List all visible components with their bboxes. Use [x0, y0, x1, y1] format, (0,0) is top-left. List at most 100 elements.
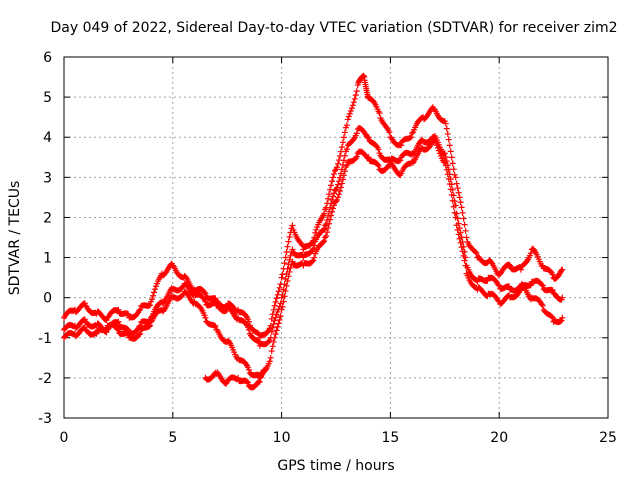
- data-point-track-1: [376, 110, 383, 117]
- data-point-track-3-dense: [281, 293, 288, 300]
- plot-area-frame: [63, 56, 609, 419]
- data-point-track-2-dense: [270, 321, 277, 328]
- data-points: [61, 72, 566, 391]
- data-point-track-3: [289, 258, 296, 265]
- data-point-track-2: [559, 314, 566, 321]
- data-point-track-3: [202, 314, 209, 321]
- data-point-track-3-dense: [269, 343, 276, 350]
- data-point-track-3: [517, 286, 524, 293]
- data-point-track-3-dense: [516, 287, 523, 294]
- data-point-track-1-dense: [282, 254, 289, 261]
- data-point-track-1-dense: [328, 182, 335, 189]
- data-point-track-3-dense: [333, 197, 340, 204]
- data-point-track-3-dense: [282, 288, 289, 295]
- data-point-track-3: [441, 158, 448, 165]
- data-point-track-3-dense: [284, 277, 291, 284]
- data-point-track-3-dense: [433, 142, 440, 149]
- data-point-track-3: [245, 366, 252, 373]
- data-point-track-2-dense: [558, 317, 565, 324]
- data-point-track-3-dense: [277, 313, 284, 320]
- data-point-track-3-dense: [272, 330, 279, 337]
- data-point-track-3-dense: [374, 161, 381, 168]
- data-point-track-1-dense: [344, 116, 351, 123]
- data-point-track-3-dense: [276, 316, 283, 323]
- data-point-track-1-dense: [266, 325, 273, 332]
- data-point-track-2-dense: [310, 245, 317, 252]
- data-point-track-3: [452, 214, 459, 221]
- data-point-track-1-dense: [329, 178, 336, 185]
- data-point-track-1-dense: [386, 129, 393, 136]
- data-point-track-1-dense: [447, 148, 454, 155]
- data-point-track-1: [539, 262, 546, 269]
- data-point-track-3-dense: [449, 197, 456, 204]
- data-point-track-2: [245, 326, 252, 333]
- data-point-track-3-dense: [451, 209, 458, 216]
- data-point-track-3-dense: [102, 326, 109, 333]
- data-point-track-3-dense: [446, 181, 453, 188]
- data-point-track-3-dense: [280, 298, 287, 305]
- data-point-track-1-dense: [150, 292, 157, 299]
- data-point-track-2-dense: [341, 152, 348, 159]
- y-tick-label: 5: [43, 90, 52, 106]
- data-point-track-1-dense: [350, 99, 357, 106]
- data-point-track-1-dense: [460, 215, 467, 222]
- data-point-track-1-dense: [275, 288, 282, 295]
- data-point-track-3-dense: [325, 224, 332, 231]
- data-point-track-3-dense: [549, 287, 556, 294]
- data-point-track-1-dense: [456, 194, 463, 201]
- data-point-track-1-dense: [182, 274, 189, 281]
- data-point-track-3-dense: [443, 166, 450, 173]
- data-point-track-1-dense: [338, 144, 345, 151]
- data-point-track-1: [278, 274, 285, 281]
- data-point-track-3-dense: [455, 231, 462, 238]
- data-point-track-3-dense: [338, 180, 345, 187]
- data-point-track-1-dense: [506, 261, 513, 268]
- x-tick-label: 10: [273, 430, 291, 446]
- data-point-track-2-dense: [320, 227, 327, 234]
- data-point-track-3-dense: [330, 205, 337, 212]
- data-point-track-2-dense: [272, 314, 279, 321]
- data-point-track-3-dense: [279, 303, 286, 310]
- data-point-track-1-dense: [473, 250, 480, 257]
- x-axis-label: GPS time / hours: [277, 458, 394, 474]
- data-point-track-1-dense: [271, 302, 278, 309]
- y-tick-label: 6: [43, 50, 52, 66]
- data-point-track-2-dense: [331, 190, 338, 197]
- data-point-track-2-dense: [330, 193, 337, 200]
- data-point-track-1-dense: [333, 164, 340, 171]
- x-axis-ticks: 0 5 10 15 20 25: [60, 57, 617, 446]
- y-axis-ticks: -3 -2 -1 0 1 2 3 4 5 6: [38, 50, 608, 427]
- data-point-track-3: [267, 354, 274, 361]
- data-point-track-1-dense: [445, 136, 452, 143]
- data-point-track-3-dense: [274, 323, 281, 330]
- data-point-track-2: [289, 246, 296, 253]
- data-point-track-1-dense: [353, 88, 360, 95]
- data-point-track-3: [278, 306, 285, 313]
- data-point-track-3-dense: [328, 212, 335, 219]
- data-point-track-2-dense: [442, 154, 449, 161]
- y-tick-label: 4: [43, 130, 52, 146]
- y-tick-label: 1: [43, 251, 52, 267]
- data-point-track-2-dense: [397, 157, 404, 164]
- data-point-track-2-dense: [114, 319, 121, 326]
- data-point-track-3-dense: [461, 257, 468, 264]
- data-point-track-3-dense: [283, 282, 290, 289]
- data-point-track-1-dense: [472, 249, 479, 256]
- data-point-track-1-dense: [151, 289, 158, 296]
- data-point-track-3-dense: [136, 331, 143, 338]
- data-point-track-1-dense: [348, 105, 355, 112]
- data-point-track-1-dense: [446, 142, 453, 149]
- data-point-track-3-dense: [459, 248, 466, 255]
- data-point-track-3-dense: [286, 268, 293, 275]
- data-point-track-2-dense: [269, 324, 276, 331]
- data-point-track-1-dense: [334, 160, 341, 167]
- data-point-track-3-dense: [445, 176, 452, 183]
- data-point-track-2: [115, 318, 122, 325]
- data-point-track-1-dense: [549, 271, 556, 278]
- data-point-track-1-dense: [340, 134, 347, 141]
- data-point-track-1-dense: [339, 139, 346, 146]
- x-tick-label: 15: [381, 430, 399, 446]
- data-point-track-2-dense: [340, 157, 347, 164]
- data-point-track-1-dense: [349, 102, 356, 109]
